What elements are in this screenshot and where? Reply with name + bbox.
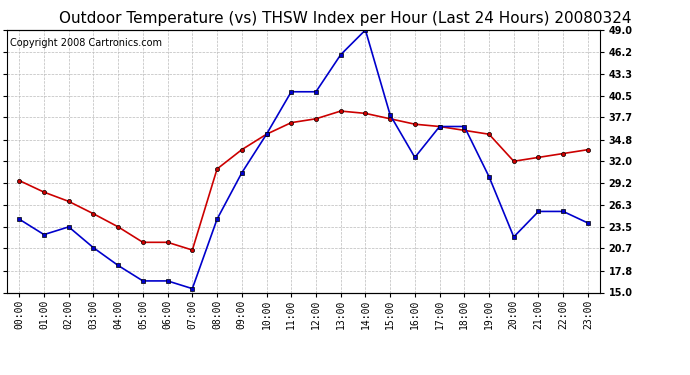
Text: Copyright 2008 Cartronics.com: Copyright 2008 Cartronics.com bbox=[10, 38, 162, 48]
Text: Outdoor Temperature (vs) THSW Index per Hour (Last 24 Hours) 20080324: Outdoor Temperature (vs) THSW Index per … bbox=[59, 11, 631, 26]
